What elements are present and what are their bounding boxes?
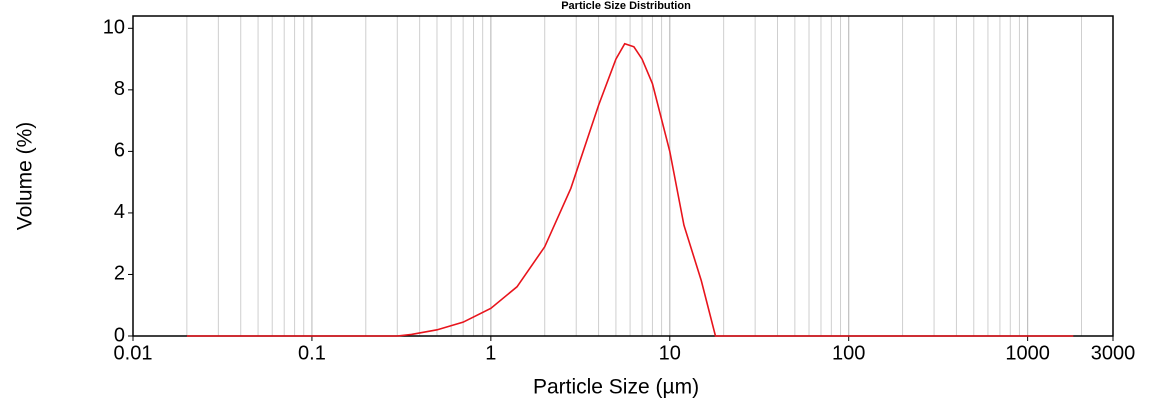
y-tick-label: 4	[114, 201, 125, 223]
x-tick-label: 1000	[1005, 342, 1050, 364]
x-tick-label: 3000	[1091, 342, 1136, 364]
y-axis-label: Volume (%)	[14, 122, 37, 231]
y-tick-label: 2	[114, 263, 125, 285]
x-tick-label: 100	[832, 342, 865, 364]
plot-frame	[132, 15, 1114, 337]
y-tick-label: 10	[103, 17, 125, 39]
y-tick-label: 6	[114, 140, 125, 162]
x-tick-label: 1	[485, 342, 496, 364]
y-tick-label: 0	[114, 324, 125, 346]
x-tick-label: 0.01	[114, 342, 153, 364]
x-tick-label: 10	[659, 342, 681, 364]
x-tick-label: 0.1	[298, 342, 326, 364]
chart-title: Particle Size Distribution	[561, 0, 691, 12]
x-axis-label: Particle Size (µm)	[533, 376, 699, 399]
y-tick-label: 8	[114, 78, 125, 100]
data-line	[186, 42, 1074, 337]
